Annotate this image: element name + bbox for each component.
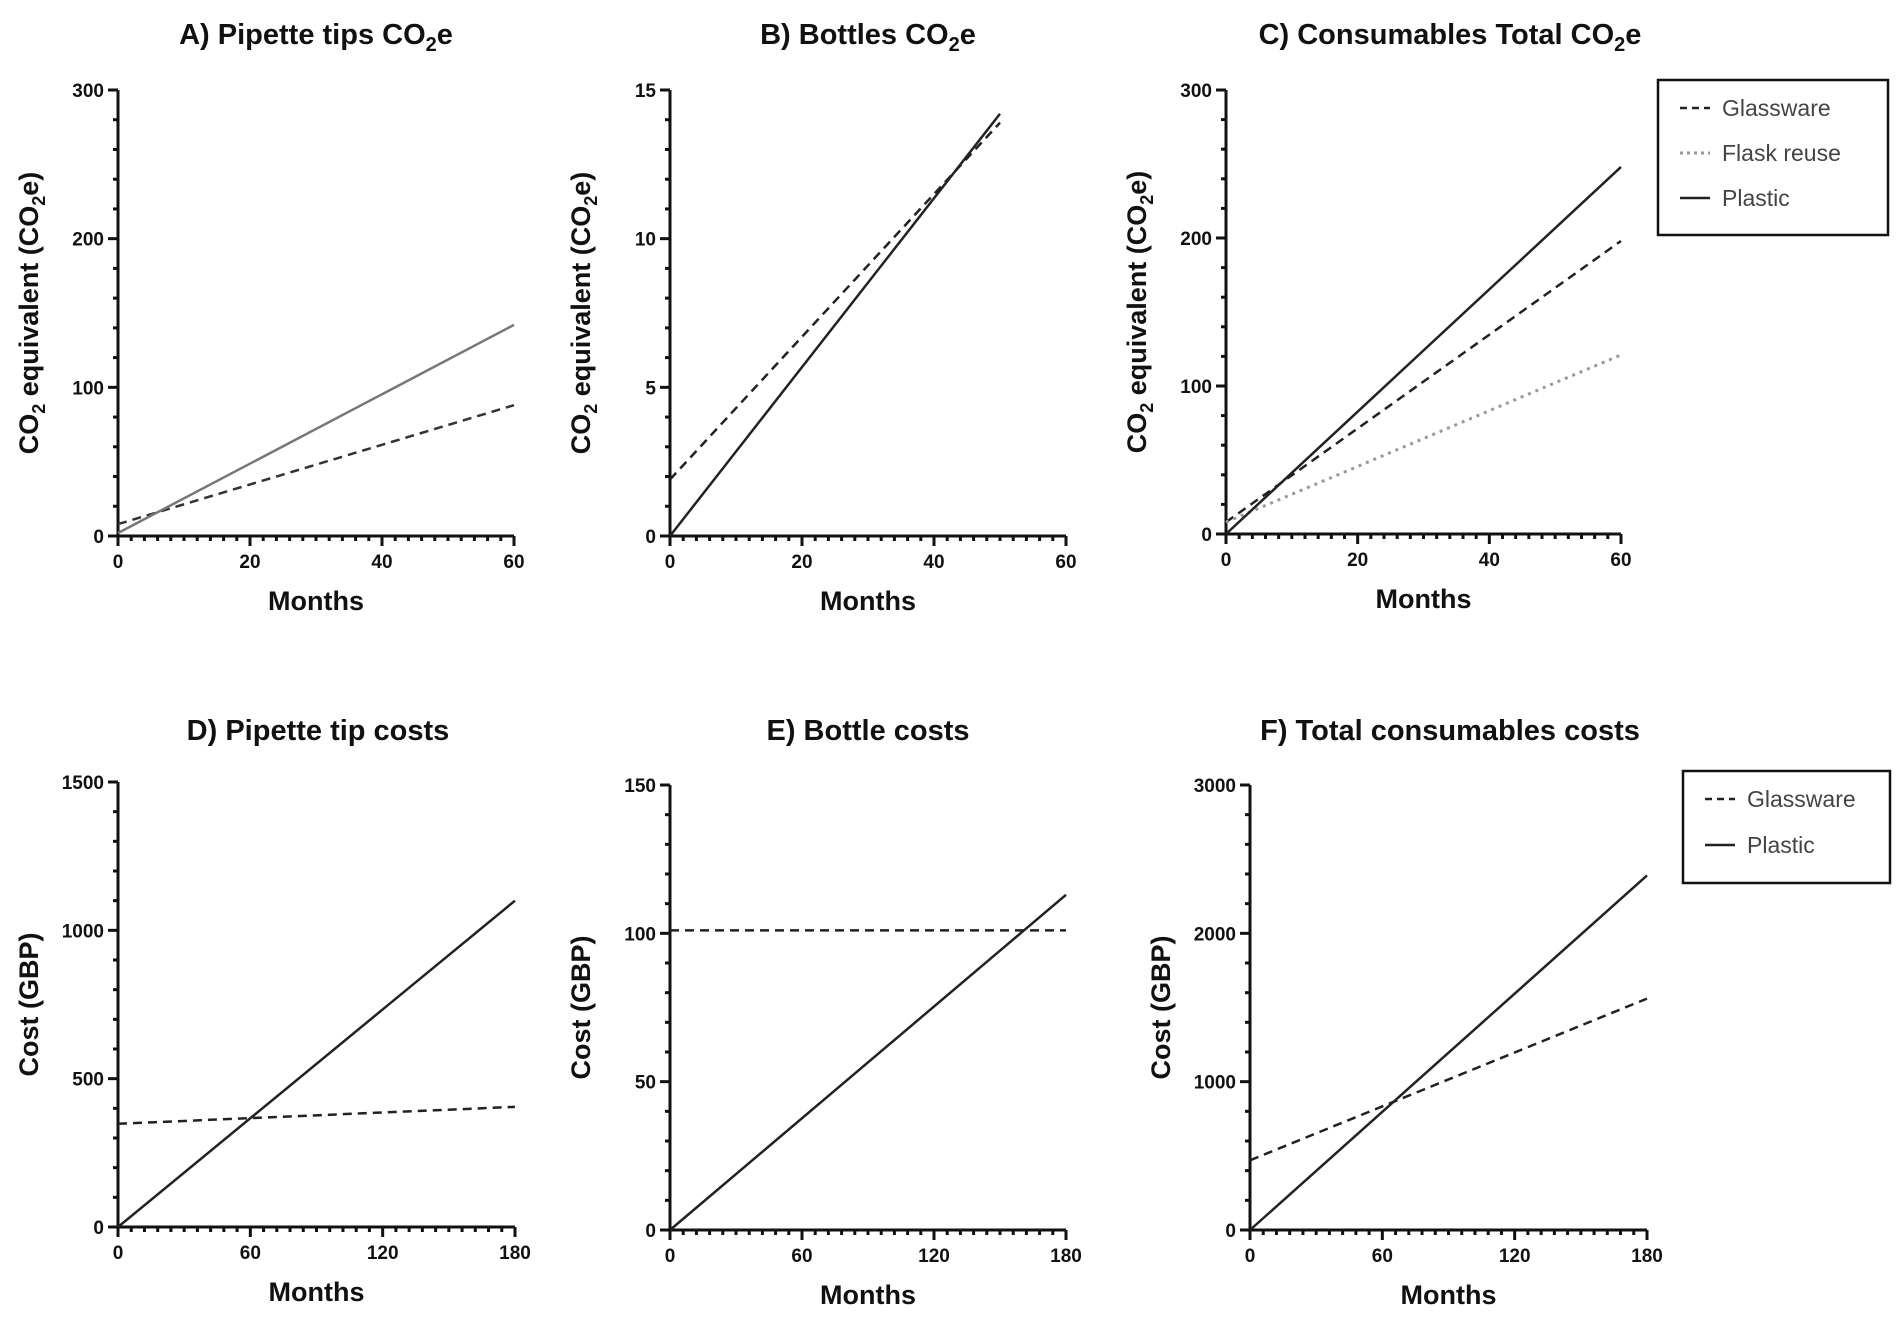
y-tick-label: 100 xyxy=(72,378,104,399)
chart-title: D) Pipette tip costs xyxy=(187,715,450,747)
x-tick-label: 60 xyxy=(1610,550,1631,571)
series-line-plastic xyxy=(117,899,516,1228)
chart-title: A) Pipette tips CO2e xyxy=(179,19,453,56)
chart-title: C) Consumables Total CO2e xyxy=(1259,19,1642,56)
series-line-plastic xyxy=(669,113,1001,537)
chart-b: B) Bottles CO2e CO2 equivalent (CO2e) Mont… xyxy=(566,19,1077,616)
y-tick-label: 0 xyxy=(1225,1221,1236,1242)
y-tick-label: 15 xyxy=(635,81,657,102)
series-line-plastic xyxy=(117,323,515,535)
y-tick-label: 300 xyxy=(1180,81,1212,102)
x-tick-label: 20 xyxy=(1347,550,1368,571)
y-axis-label: Cost (GBP) xyxy=(14,933,44,1077)
x-axis-label: Months xyxy=(820,1280,916,1310)
y-tick-label: 0 xyxy=(645,1221,656,1242)
y-tick-label: 100 xyxy=(624,924,656,945)
legend-label: Plastic xyxy=(1747,832,1815,858)
y-tick-label: 5 xyxy=(645,378,656,399)
y-axis-label: CO2 equivalent (CO2e) xyxy=(1122,171,1157,454)
y-tick-label: 2000 xyxy=(1194,924,1236,945)
y-tick-label: 1500 xyxy=(62,773,104,794)
x-tick-label: 20 xyxy=(239,552,260,573)
x-tick-label: 0 xyxy=(1245,1246,1256,1267)
series-line-glassware xyxy=(117,1105,516,1126)
x-tick-label: 60 xyxy=(1055,552,1076,573)
x-tick-label: 0 xyxy=(1221,550,1232,571)
y-axis-label: Cost (GBP) xyxy=(566,936,596,1080)
y-tick-label: 50 xyxy=(635,1073,656,1094)
x-tick-label: 180 xyxy=(1631,1246,1663,1267)
y-tick-label: 500 xyxy=(72,1070,104,1091)
series-line-plastic xyxy=(1225,166,1622,535)
x-axis-label: Months xyxy=(268,586,364,616)
legend: Glassware Plastic xyxy=(1681,769,1892,885)
y-tick-label: 200 xyxy=(72,230,104,251)
x-axis-label: Months xyxy=(820,586,916,616)
series-line-glassware xyxy=(117,403,515,526)
x-tick-label: 60 xyxy=(791,1246,812,1267)
x-tick-label: 40 xyxy=(923,552,944,573)
series-line-plastic xyxy=(1249,874,1648,1231)
series-line-flask-reuse xyxy=(1225,353,1622,524)
y-axis-label: CO2 equivalent (CO2e) xyxy=(14,172,49,455)
y-tick-label: 1000 xyxy=(1194,1073,1236,1094)
y-tick-label: 300 xyxy=(72,81,104,102)
y-tick-label: 0 xyxy=(93,1218,104,1239)
x-axis-label: Months xyxy=(269,1277,365,1307)
x-tick-label: 40 xyxy=(371,552,392,573)
chart-e: E) Bottle costs Cost (GBP) Months 0 50 100 150… xyxy=(566,715,1082,1310)
chart-title: E) Bottle costs xyxy=(766,715,969,747)
chart-a: A) Pipette tips CO2e CO2 equivalent (CO2e… xyxy=(14,19,525,616)
x-tick-label: 120 xyxy=(918,1246,950,1267)
chart-title: B) Bottles CO2e xyxy=(760,19,976,56)
y-tick-label: 0 xyxy=(1201,525,1212,546)
y-axis-label: CO2 equivalent (CO2e) xyxy=(566,172,601,455)
y-tick-label: 10 xyxy=(635,230,656,251)
legend-box xyxy=(1656,78,1890,237)
x-tick-label: 60 xyxy=(503,552,524,573)
y-tick-label: 150 xyxy=(624,776,656,797)
series-line-glassware xyxy=(1225,239,1622,524)
legend-label: Glassware xyxy=(1747,786,1856,812)
x-tick-label: 180 xyxy=(499,1243,531,1264)
legend-label: Flask reuse xyxy=(1722,140,1841,166)
chart-title: F) Total consumables costs xyxy=(1260,715,1640,747)
x-tick-label: 180 xyxy=(1050,1246,1082,1267)
y-tick-label: 1000 xyxy=(62,921,104,942)
x-axis-label: Months xyxy=(1401,1280,1497,1310)
x-tick-label: 0 xyxy=(113,552,124,573)
legend-label: Glassware xyxy=(1722,95,1831,121)
x-tick-label: 0 xyxy=(113,1243,124,1264)
legend-box xyxy=(1681,769,1892,885)
y-tick-label: 3000 xyxy=(1194,776,1236,797)
x-tick-label: 60 xyxy=(240,1243,261,1264)
x-tick-label: 20 xyxy=(791,552,812,573)
y-tick-label: 0 xyxy=(93,527,104,548)
chart-c: C) Consumables Total CO2e CO2 equivalent … xyxy=(1122,19,1890,614)
y-tick-label: 200 xyxy=(1180,229,1212,250)
chart-d: D) Pipette tip costs Cost (GBP) Months 0 500… xyxy=(14,715,531,1307)
series-line-glassware xyxy=(1249,997,1648,1162)
x-tick-label: 0 xyxy=(665,1246,676,1267)
legend-label: Plastic xyxy=(1722,185,1790,211)
x-tick-label: 120 xyxy=(367,1243,399,1264)
legend: Glassware Flask reuse Plastic xyxy=(1656,78,1890,237)
series-line-plastic xyxy=(669,893,1067,1231)
y-tick-label: 100 xyxy=(1180,377,1212,398)
x-tick-label: 40 xyxy=(1479,550,1500,571)
x-tick-label: 120 xyxy=(1499,1246,1531,1267)
x-axis-label: Months xyxy=(1376,584,1472,614)
x-tick-label: 0 xyxy=(665,552,676,573)
chart-f: F) Total consumables costs Cost (GBP) Mont… xyxy=(1146,715,1892,1310)
x-tick-label: 60 xyxy=(1372,1246,1393,1267)
y-axis-label: Cost (GBP) xyxy=(1146,936,1176,1080)
y-tick-label: 0 xyxy=(645,527,656,548)
